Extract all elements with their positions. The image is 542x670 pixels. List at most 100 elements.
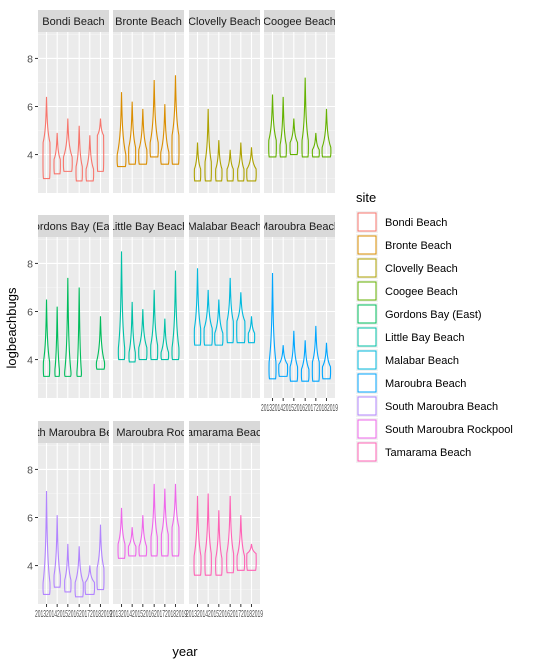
violin-tamarama-beach-1 xyxy=(204,493,212,576)
legend-label: Tamarama Beach xyxy=(385,447,471,459)
legend-key-bondi-beach xyxy=(357,212,377,232)
x-tick-label: 2013201420152016201720182019 xyxy=(186,608,263,620)
violin-bondi-beach-0 xyxy=(42,96,51,180)
violin-south-maroubra-rockpool-5 xyxy=(171,483,180,557)
violin-maroubra-beach-2 xyxy=(289,330,299,382)
violin-bondi-beach-2 xyxy=(62,118,73,172)
violin-clovelly-beach-3 xyxy=(226,149,234,182)
panel-background xyxy=(38,32,109,193)
violin-clovelly-beach-2 xyxy=(215,140,223,182)
legend-title: site xyxy=(356,190,376,205)
facet-strip xyxy=(113,10,184,32)
violin-tamarama-beach-5 xyxy=(246,543,257,571)
violin-maroubra-beach-5 xyxy=(321,342,332,380)
legend-item-gordons-bay-east: Gordons Bay (East) xyxy=(356,303,482,325)
violin-bondi-beach-1 xyxy=(53,132,61,175)
legend-label: Little Bay Beach xyxy=(385,332,465,344)
violin-gordons-bay-east-3 xyxy=(76,287,82,377)
panel-background xyxy=(189,443,260,604)
facet-strip xyxy=(264,215,335,237)
y-tick-label: 8 xyxy=(27,464,33,476)
x-axis-title: year xyxy=(172,644,198,659)
panel-gordons-bay-east: Gordons Bay (East) xyxy=(38,215,109,398)
facet-strip xyxy=(264,10,335,32)
legend-key-maroubra-beach xyxy=(357,373,377,393)
violin-clovelly-beach-5 xyxy=(246,147,257,182)
legend-item-little-bay-beach: Little Bay Beach xyxy=(356,326,465,348)
panel-background xyxy=(38,443,109,604)
facet-strip xyxy=(113,421,184,443)
legend-item-maroubra-beach: Maroubra Beach xyxy=(356,372,466,394)
legend-item-south-maroubra-beach: South Maroubra Beach xyxy=(356,395,498,417)
legend-items: Bondi Beach Bronte Beach Clovelly Beach Coo… xyxy=(356,211,513,463)
facet-strip-label: Bronte Beach xyxy=(115,16,182,28)
violin-bondi-beach-4 xyxy=(85,135,95,182)
violin-malabar-beach-5 xyxy=(247,316,256,344)
violin-coogee-beach-0 xyxy=(268,94,277,158)
violin-tamarama-beach-2 xyxy=(215,510,223,576)
legend-key-tamarama-beach xyxy=(357,442,377,462)
facet-strip-label: Tamarama Beach xyxy=(181,427,267,439)
violin-malabar-beach-3 xyxy=(226,277,234,344)
violin-bronte-beach-3 xyxy=(149,80,159,158)
violin-little-bay-beach-2 xyxy=(138,309,148,361)
legend-key-little-bay-beach xyxy=(357,327,377,347)
legend-item-tamarama-beach: Tamarama Beach xyxy=(356,441,471,463)
violin-malabar-beach-1 xyxy=(203,289,213,346)
violin-little-bay-beach-1 xyxy=(128,301,136,363)
violin-clovelly-beach-4 xyxy=(237,142,245,182)
violin-maroubra-beach-3 xyxy=(300,340,310,382)
facet-strip xyxy=(113,215,184,237)
violin-tamarama-beach-0 xyxy=(193,495,202,576)
facet-panels: Bondi Beach Bronte Beach Clovelly Beach Coo… xyxy=(38,10,340,604)
legend-key-gordons-bay-east xyxy=(357,304,377,324)
violin-bronte-beach-4 xyxy=(160,104,170,165)
x-tick-label: 2013201420152016201720182019 xyxy=(35,608,112,620)
violin-clovelly-beach-0 xyxy=(193,142,202,182)
panel-bondi-beach: Bondi Beach xyxy=(38,10,109,193)
y-tick-label: 6 xyxy=(27,512,33,524)
violin-gordons-bay-east-2 xyxy=(64,277,72,377)
panel-malabar-beach: Malabar Beach xyxy=(188,215,262,398)
panel-background xyxy=(38,237,109,398)
facet-strip-label: Coogee Beach xyxy=(263,16,336,28)
legend: site Bondi Beach Bronte Beach Clovelly Bea… xyxy=(356,190,513,463)
violin-malabar-beach-4 xyxy=(236,292,246,344)
facet-strip-label: Malabar Beach xyxy=(188,221,262,233)
violin-malabar-beach-2 xyxy=(214,299,224,346)
panel-south-maroubra-beach: South Maroubra Beach xyxy=(38,421,109,604)
violin-maroubra-beach-1 xyxy=(278,345,289,377)
legend-key-bronte-beach xyxy=(357,235,377,255)
facet-strip-label: Maroubra Beach xyxy=(259,221,340,233)
legend-key-south-maroubra-rockpool xyxy=(357,419,377,439)
violin-south-maroubra-beach-0 xyxy=(42,491,51,595)
violin-south-maroubra-beach-1 xyxy=(53,515,61,588)
legend-item-south-maroubra-rockpool: South Maroubra Rockpool xyxy=(356,418,513,440)
panel-maroubra-beach: Maroubra Beach xyxy=(259,215,340,398)
violin-south-maroubra-rockpool-0 xyxy=(117,507,126,559)
violin-clovelly-beach-1 xyxy=(204,108,212,182)
y-tick-label: 6 xyxy=(27,101,33,113)
violin-south-maroubra-rockpool-2 xyxy=(138,515,148,557)
panel-background xyxy=(264,237,335,398)
panel-background xyxy=(189,32,260,193)
violin-bronte-beach-5 xyxy=(171,75,180,165)
x-tick-label: 2013201420152016201720182019 xyxy=(261,402,338,414)
violin-south-maroubra-beach-4 xyxy=(84,565,96,595)
violin-maroubra-beach-0 xyxy=(268,273,277,380)
facet-strip-label: South Maroubra Rockpool xyxy=(85,427,213,439)
violin-south-maroubra-beach-3 xyxy=(74,546,84,598)
violin-bondi-beach-5 xyxy=(96,118,105,172)
violin-coogee-beach-2 xyxy=(289,118,299,156)
violin-little-bay-beach-5 xyxy=(171,270,180,361)
legend-label: Clovelly Beach xyxy=(385,263,458,275)
violin-gordons-bay-east-1 xyxy=(54,306,60,377)
violin-south-maroubra-beach-5 xyxy=(96,524,105,591)
violin-south-maroubra-rockpool-3 xyxy=(150,483,158,557)
x-tick-label: 2013201420152016201720182019 xyxy=(110,608,187,620)
violin-malabar-beach-0 xyxy=(193,268,202,346)
violin-bronte-beach-2 xyxy=(138,108,148,165)
legend-item-malabar-beach: Malabar Beach xyxy=(356,349,459,371)
